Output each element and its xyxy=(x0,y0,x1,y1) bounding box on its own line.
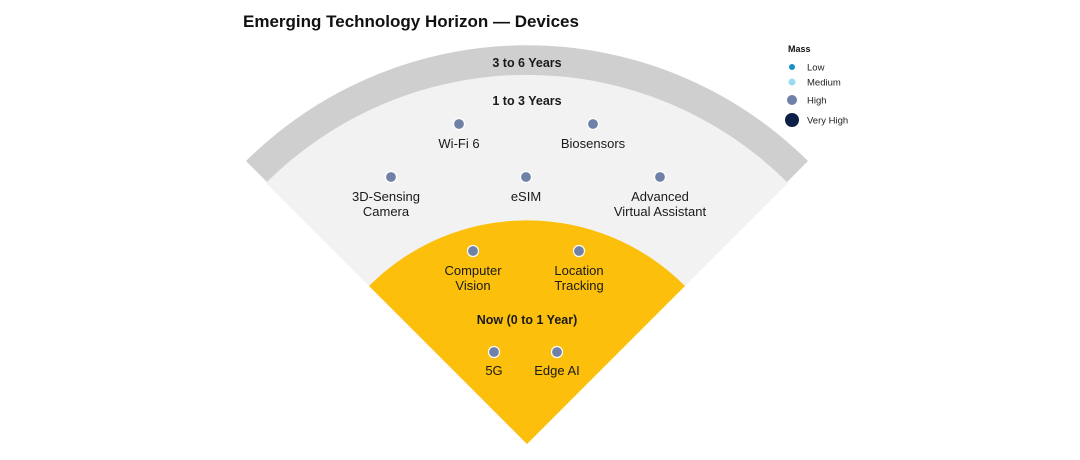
tech-label: eSIM xyxy=(511,189,541,204)
tech-label: Advanced Virtual Assistant xyxy=(614,189,707,219)
tech-marker xyxy=(572,244,586,258)
legend-marker-low xyxy=(789,64,795,70)
technology-layer: Wi-Fi 6 Biosensors 3D-Sensing Camera eSIM Adv… xyxy=(352,117,707,378)
tech-marker xyxy=(550,345,564,359)
tech-marker xyxy=(487,345,501,359)
band-label-middle: 1 to 3 Years xyxy=(492,94,561,108)
tech-marker xyxy=(452,117,466,131)
tech-label: 3D-Sensing Camera xyxy=(352,189,420,219)
tech-marker xyxy=(384,170,398,184)
tech-marker xyxy=(519,170,533,184)
band-inner-sector xyxy=(369,220,685,444)
legend-marker-very-high xyxy=(785,113,799,127)
tech-label: Edge AI xyxy=(534,363,580,378)
legend-label-very-high: Very High xyxy=(807,116,848,127)
legend-marker-high xyxy=(787,95,797,105)
tech-label: Biosensors xyxy=(561,136,626,151)
legend-label-medium: Medium xyxy=(807,78,841,89)
band-label-inner: Now (0 to 1 Year) xyxy=(477,313,578,327)
tech-marker xyxy=(466,244,480,258)
legend-marker-medium xyxy=(788,78,796,86)
tech-label: Wi-Fi 6 xyxy=(438,136,479,151)
legend: Mass Low Medium High Very High xyxy=(785,44,848,127)
tech-label: 5G xyxy=(485,363,502,378)
band-label-outer: 3 to 6 Years xyxy=(492,56,561,70)
legend-label-low: Low xyxy=(807,63,825,74)
legend-label-high: High xyxy=(807,96,827,107)
page-title: Emerging Technology Horizon — Devices xyxy=(243,12,579,31)
tech-marker xyxy=(586,117,600,131)
tech-marker xyxy=(653,170,667,184)
legend-title: Mass xyxy=(788,44,811,54)
tech-label: Computer Vision xyxy=(444,263,502,293)
tech-label: Location Tracking xyxy=(554,263,603,293)
